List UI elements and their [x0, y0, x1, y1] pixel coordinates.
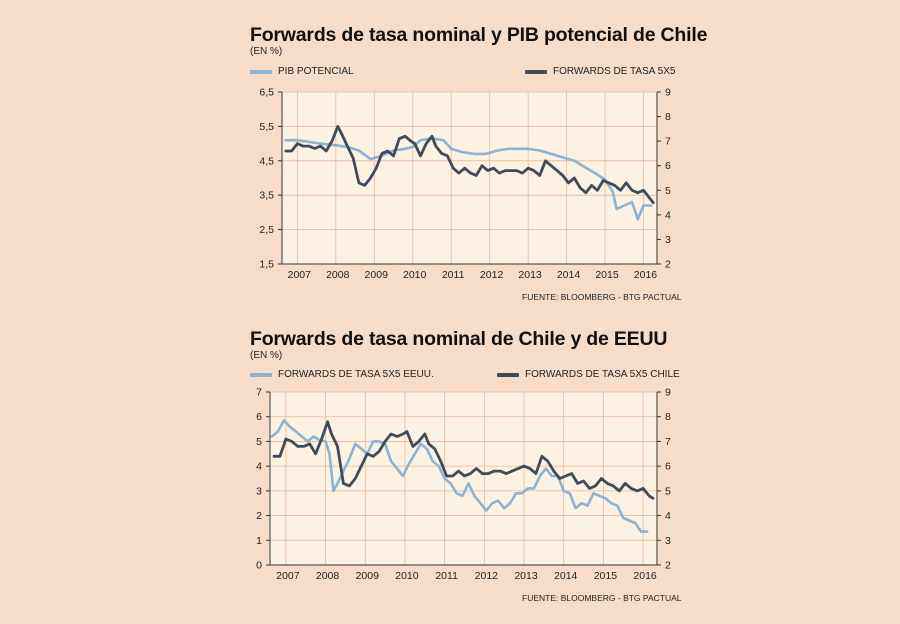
right-tick-label: 4 [665, 510, 671, 522]
x-tick-label: 2015 [595, 269, 619, 281]
right-tick-label: 2 [665, 259, 671, 271]
plot-area [270, 392, 657, 565]
x-tick-label: 2012 [475, 570, 499, 582]
chart-2-legend-light: FORWARDS DE TASA 5X5 EEUU. [250, 369, 434, 380]
series-line-light [270, 419, 649, 533]
right-tick-label: 9 [665, 87, 671, 99]
legend-swatch-icon [250, 69, 272, 74]
x-tick-label: 2009 [356, 570, 380, 582]
left-tick-label: 6 [256, 411, 262, 423]
left-tick-label: 5 [256, 436, 262, 448]
right-tick-label: 7 [665, 136, 671, 148]
left-tick-label: 4,5 [259, 155, 274, 167]
x-tick-label: 2013 [514, 570, 538, 582]
x-tick-label: 2013 [518, 269, 542, 281]
x-tick-label: 2007 [288, 269, 312, 281]
x-tick-label: 2016 [634, 269, 658, 281]
series-line-dark [272, 420, 655, 500]
legend-swatch-icon [250, 372, 272, 377]
chart-2-subtitle: (EN %) [250, 350, 283, 361]
left-tick-label: 7 [256, 387, 262, 399]
left-tick-label: 1,5 [259, 259, 274, 271]
chart-1-legend-dark: FORWARDS DE TASA 5X5 [525, 66, 675, 77]
chart-1-plot: 6,5 5,5 4,5 3,5 2,5 1,5 9 8 7 6 5 4 3 2 2007 2008 2009 20… [259, 87, 671, 282]
x-tick-label: 2015 [594, 570, 618, 582]
left-tick-label: 2 [256, 510, 262, 522]
legend-label: PIB POTENCIAL [278, 66, 354, 77]
left-tick-label: 5,5 [259, 121, 274, 133]
left-tick-label: 2,5 [259, 224, 274, 236]
x-tick-label: 2016 [633, 570, 657, 582]
right-tick-label: 7 [665, 436, 671, 448]
right-tick-label: 5 [665, 485, 671, 497]
right-tick-label: 8 [665, 411, 671, 423]
x-tick-label: 2009 [365, 269, 389, 281]
chart-2-title: Forwards de tasa nominal de Chile y de E… [250, 328, 668, 350]
left-tick-label: 0 [256, 560, 262, 572]
right-tick-label: 6 [665, 461, 671, 473]
right-tick-label: 5 [665, 185, 671, 197]
legend-label: FORWARDS DE TASA 5X5 EEUU. [278, 369, 434, 380]
chart-1-source: FUENTE: BLOOMBERG - BTG PACTUAL [522, 292, 682, 302]
x-tick-label: 2011 [435, 570, 458, 582]
right-tick-label: 8 [665, 111, 671, 123]
chart-1-legend-light: PIB POTENCIAL [250, 66, 354, 77]
right-tick-label: 3 [665, 535, 671, 547]
x-tick-label: 2012 [480, 269, 504, 281]
chart-2-source: FUENTE: BLOOMBERG - BTG PACTUAL [522, 593, 682, 603]
legend-label: FORWARDS DE TASA 5X5 CHILE [525, 369, 680, 380]
chart-1-title: Forwards de tasa nominal y PIB potencial… [250, 24, 708, 46]
legend-swatch-icon [497, 372, 519, 377]
left-tick-label: 1 [256, 535, 262, 547]
left-tick-label: 3,5 [259, 190, 274, 202]
series-line-light [284, 137, 653, 221]
x-tick-label: 2014 [554, 570, 578, 582]
legend-swatch-icon [525, 69, 547, 74]
right-tick-label: 2 [665, 560, 671, 572]
left-tick-label: 3 [256, 485, 262, 497]
plot-area [282, 92, 657, 264]
chart-2-legend-dark: FORWARDS DE TASA 5X5 CHILE [497, 369, 680, 380]
series-line-dark [284, 125, 655, 204]
right-tick-label: 4 [665, 209, 671, 221]
x-tick-label: 2008 [326, 269, 350, 281]
x-tick-label: 2011 [442, 269, 465, 281]
x-tick-label: 2014 [557, 269, 581, 281]
legend-label: FORWARDS DE TASA 5X5 [553, 66, 676, 77]
right-tick-label: 9 [665, 387, 671, 399]
x-tick-label: 2010 [403, 269, 427, 281]
left-tick-label: 4 [256, 461, 262, 473]
chart-1-subtitle: (EN %) [250, 46, 283, 57]
x-tick-label: 2008 [316, 570, 340, 582]
x-tick-label: 2010 [395, 570, 419, 582]
x-tick-label: 2007 [276, 570, 300, 582]
right-tick-label: 3 [665, 234, 671, 246]
right-tick-label: 6 [665, 160, 671, 172]
left-tick-label: 6,5 [259, 87, 274, 99]
